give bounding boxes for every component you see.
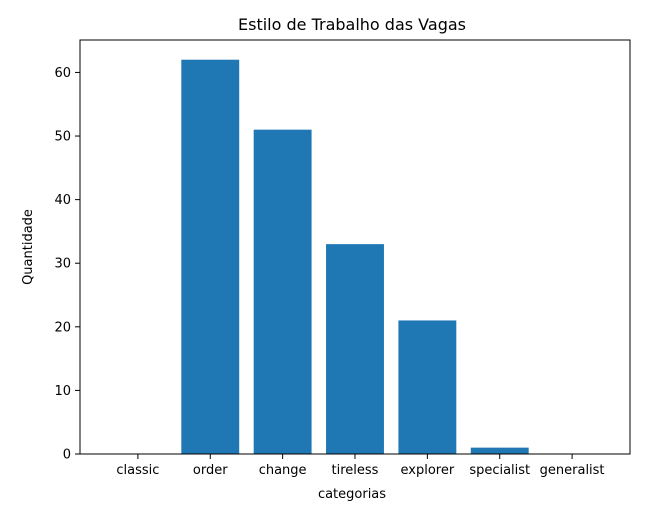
bar-change (253, 129, 312, 454)
bar-specialist (470, 447, 529, 454)
bar-order (181, 59, 240, 454)
y-tick-label: 30 (54, 257, 71, 272)
bar-tireless (326, 244, 384, 454)
x-tick-label-change: change (259, 463, 307, 478)
x-tick-label-specialist: specialist (469, 463, 530, 478)
y-tick-label: 0 (63, 448, 71, 463)
y-tick-label: 50 (54, 130, 71, 145)
x-tick-label-generalist: generalist (540, 463, 605, 478)
x-axis-ticks: classic order change tireless explorer specia… (116, 454, 605, 478)
y-tick-label: 40 (54, 193, 71, 208)
plot-area: 0 10 20 30 40 50 60 classic order change tireless… (54, 39, 631, 478)
y-axis-label: Quantidade (21, 209, 36, 285)
x-tick-label-order: order (193, 463, 228, 478)
bars-group (181, 59, 529, 454)
chart-title: Estilo de Trabalho das Vagas (238, 15, 466, 34)
bar-explorer (398, 320, 457, 454)
y-tick-label: 20 (54, 320, 71, 335)
x-tick-label-classic: classic (116, 463, 159, 478)
x-tick-label-tireless: tireless (332, 463, 379, 478)
y-tick-label: 60 (54, 66, 71, 81)
x-tick-label-explorer: explorer (401, 463, 455, 478)
y-axis-ticks: 0 10 20 30 40 50 60 (54, 66, 80, 463)
x-axis-label: categorias (318, 487, 386, 502)
y-tick-label: 10 (54, 384, 71, 399)
